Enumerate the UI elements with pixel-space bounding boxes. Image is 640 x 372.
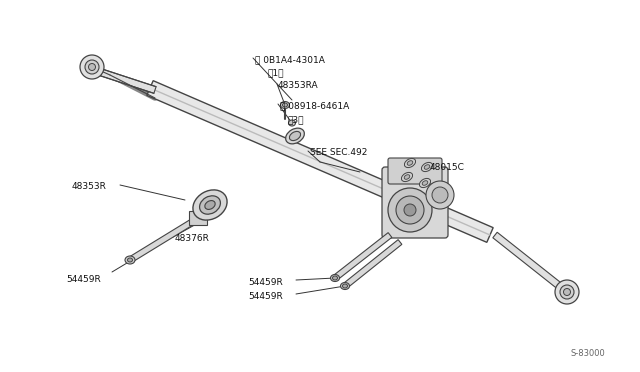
Ellipse shape — [419, 179, 431, 187]
Polygon shape — [99, 69, 156, 93]
Circle shape — [563, 289, 570, 295]
Polygon shape — [129, 219, 193, 263]
FancyBboxPatch shape — [189, 211, 207, 225]
Text: 48353R: 48353R — [72, 182, 107, 191]
Circle shape — [432, 187, 448, 203]
Circle shape — [388, 188, 432, 232]
Ellipse shape — [330, 275, 339, 282]
Ellipse shape — [205, 201, 215, 209]
Ellipse shape — [421, 163, 433, 171]
Ellipse shape — [280, 102, 289, 109]
Ellipse shape — [422, 181, 428, 185]
FancyBboxPatch shape — [382, 167, 448, 238]
Text: ⒱ 0B1A4-4301A: ⒱ 0B1A4-4301A — [255, 55, 325, 64]
Ellipse shape — [282, 103, 287, 107]
Circle shape — [396, 196, 424, 224]
Circle shape — [80, 55, 104, 79]
Ellipse shape — [333, 276, 337, 280]
Text: 54459R: 54459R — [248, 278, 283, 287]
Circle shape — [404, 204, 416, 216]
Text: 48353RA: 48353RA — [278, 81, 319, 90]
Text: 48376R: 48376R — [175, 234, 210, 243]
Ellipse shape — [404, 175, 410, 179]
Text: （3）: （3） — [287, 115, 303, 124]
Polygon shape — [493, 232, 569, 295]
Circle shape — [85, 60, 99, 74]
Ellipse shape — [289, 131, 301, 141]
Ellipse shape — [342, 284, 348, 288]
Ellipse shape — [424, 165, 430, 169]
Ellipse shape — [401, 172, 413, 182]
Ellipse shape — [340, 282, 349, 289]
Circle shape — [426, 181, 454, 209]
Ellipse shape — [404, 158, 415, 167]
Circle shape — [88, 64, 95, 71]
Text: （1）: （1） — [268, 68, 285, 77]
Circle shape — [555, 280, 579, 304]
Ellipse shape — [193, 190, 227, 220]
Text: 54459R: 54459R — [248, 292, 283, 301]
Text: SEE SEC.492: SEE SEC.492 — [310, 148, 367, 157]
Text: S-83000: S-83000 — [570, 349, 605, 358]
Ellipse shape — [127, 258, 132, 262]
Ellipse shape — [289, 120, 296, 126]
Circle shape — [560, 285, 574, 299]
Ellipse shape — [285, 128, 305, 144]
Polygon shape — [333, 232, 392, 280]
Ellipse shape — [407, 161, 413, 165]
Polygon shape — [343, 240, 402, 288]
Text: 48015C: 48015C — [430, 163, 465, 172]
FancyBboxPatch shape — [388, 158, 442, 184]
Text: Ⓝ 08918-6461A: Ⓝ 08918-6461A — [280, 101, 349, 110]
Text: 54459R: 54459R — [66, 275, 100, 284]
Ellipse shape — [200, 196, 220, 214]
Polygon shape — [147, 81, 493, 242]
Ellipse shape — [125, 256, 135, 264]
